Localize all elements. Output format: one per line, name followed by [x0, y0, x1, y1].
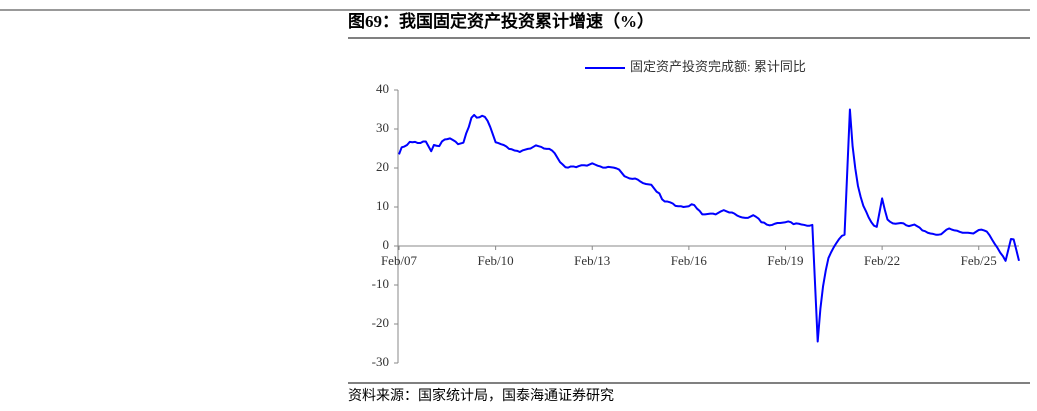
x-tick-label: Feb/19 [767, 253, 803, 268]
y-tick-label: -30 [372, 354, 389, 369]
legend-label: 固定资产投资完成额: 累计同比 [630, 59, 806, 74]
x-tick-label: Feb/10 [478, 253, 514, 268]
x-tick-label: Feb/25 [961, 253, 997, 268]
x-tick-label: Feb/16 [671, 253, 708, 268]
x-tick-label: Feb/13 [574, 253, 610, 268]
source-note: 资料来源：国家统计局，国泰海通证券研究 [348, 387, 614, 404]
y-tick-label: 30 [376, 120, 389, 135]
y-tick-label: 40 [376, 81, 389, 96]
x-tick-label: Feb/22 [864, 253, 900, 268]
chart-title: 图69：我国固定资产投资累计增速（%） [348, 11, 654, 31]
data-line [398, 108, 1020, 343]
y-tick-label: 20 [376, 159, 389, 174]
y-tick-label: -10 [372, 276, 389, 291]
y-tick-label: 0 [383, 237, 390, 252]
y-tick-label: 10 [376, 198, 389, 213]
x-tick-label: Feb/07 [381, 253, 418, 268]
y-tick-label: -20 [372, 315, 389, 330]
